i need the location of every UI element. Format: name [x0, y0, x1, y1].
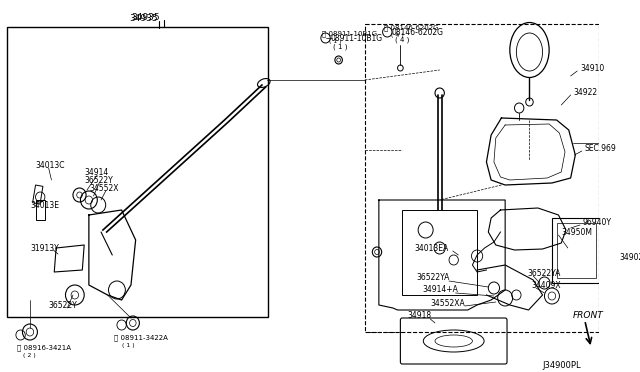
Text: 08911-10B1G: 08911-10B1G — [330, 33, 382, 42]
Text: 34950M: 34950M — [561, 228, 592, 237]
Text: 36522YA: 36522YA — [416, 273, 450, 282]
Text: 34902: 34902 — [620, 253, 640, 263]
Text: 31913Y: 31913Y — [31, 244, 60, 253]
Text: 34013C: 34013C — [36, 160, 65, 170]
Text: 34935: 34935 — [129, 13, 157, 22]
Text: ( 1 ): ( 1 ) — [122, 343, 134, 349]
Text: FRONT: FRONT — [573, 311, 604, 320]
Text: 34552X: 34552X — [90, 183, 119, 192]
Text: 34409X: 34409X — [531, 280, 561, 289]
Bar — [365, 24, 598, 332]
Text: Ⓝ 08911-10B1G: Ⓝ 08911-10B1G — [322, 31, 377, 37]
Bar — [33, 185, 43, 204]
Text: 34013E: 34013E — [31, 201, 60, 209]
Text: ( 4 ): ( 4 ) — [391, 32, 404, 38]
Text: 34922: 34922 — [573, 87, 598, 96]
Text: ( 1 ): ( 1 ) — [330, 38, 342, 44]
Text: 34914+A: 34914+A — [423, 285, 459, 295]
Text: SEC.969: SEC.969 — [585, 144, 616, 153]
Text: ( 2 ): ( 2 ) — [24, 353, 36, 359]
Text: 34013EA: 34013EA — [415, 244, 449, 253]
Bar — [403, 210, 477, 295]
Bar — [557, 223, 596, 278]
Text: Ⓜ 08916-3421A: Ⓜ 08916-3421A — [17, 345, 71, 351]
Text: Ⓝ 08911-3422A: Ⓝ 08911-3422A — [114, 335, 168, 341]
Text: J34900PL: J34900PL — [543, 360, 581, 369]
Text: 96940Y: 96940Y — [583, 218, 612, 227]
Text: 08146-6202G: 08146-6202G — [392, 28, 444, 36]
Text: 34935: 34935 — [131, 13, 159, 22]
Text: 34914: 34914 — [84, 167, 108, 176]
Bar — [8, 27, 268, 317]
Bar — [36, 200, 45, 220]
Text: 36522YA: 36522YA — [527, 269, 561, 278]
Text: ( 4 ): ( 4 ) — [395, 37, 409, 43]
Text: Ⓑ 08146-6202G: Ⓑ 08146-6202G — [383, 25, 438, 31]
Text: 34918: 34918 — [408, 311, 432, 321]
Bar — [552, 218, 600, 283]
Text: ( 1 ): ( 1 ) — [333, 44, 348, 50]
Text: 36522Y: 36522Y — [49, 301, 77, 310]
Text: 34552XA: 34552XA — [430, 298, 465, 308]
Text: 34910: 34910 — [580, 64, 604, 73]
Text: 36522Y: 36522Y — [84, 176, 113, 185]
